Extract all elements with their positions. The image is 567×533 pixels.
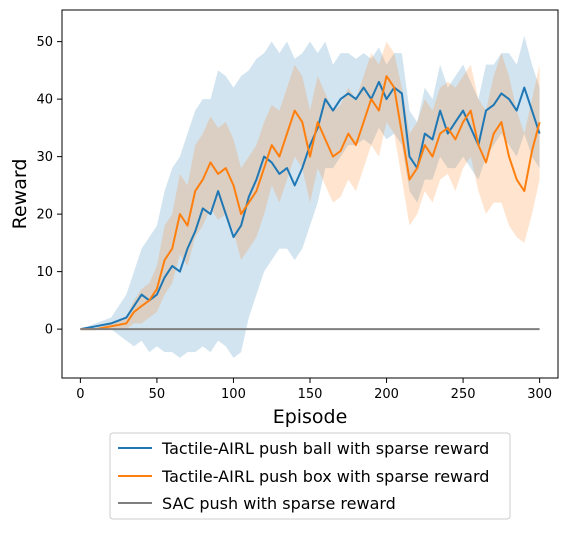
legend-label-ball: Tactile-AIRL push ball with sparse rewar… bbox=[161, 439, 489, 458]
series-lines bbox=[80, 75, 541, 331]
legend-box bbox=[109, 432, 511, 520]
x-axis-label: Episode bbox=[273, 406, 348, 428]
series-band-1 bbox=[80, 41, 540, 330]
y-axis-ticks: 0 10 20 30 40 50 bbox=[36, 35, 62, 338]
x-tick-label: 100 bbox=[221, 387, 246, 402]
legend-label-box: Tactile-AIRL push box with sparse reward bbox=[161, 467, 489, 486]
y-tick-label: 20 bbox=[36, 208, 53, 223]
x-tick-label: 300 bbox=[527, 387, 552, 402]
x-tick-label: 50 bbox=[149, 387, 166, 402]
confidence-bands bbox=[80, 35, 540, 358]
y-tick-label: 0 bbox=[45, 323, 53, 338]
x-tick-label: 150 bbox=[298, 387, 323, 402]
x-tick-label: 200 bbox=[374, 387, 399, 402]
legend-label-sac: SAC push with sparse reward bbox=[162, 494, 396, 513]
x-tick-label: 0 bbox=[76, 387, 84, 402]
series-line-0 bbox=[80, 80, 541, 331]
y-tick-label: 50 bbox=[36, 35, 53, 50]
y-tick-label: 30 bbox=[36, 150, 53, 165]
legend: Tactile-AIRL push ball with sparse rewar… bbox=[109, 432, 511, 520]
series-band-0 bbox=[80, 35, 540, 358]
x-tick-label: 250 bbox=[451, 387, 476, 402]
y-axis-label: Reward bbox=[9, 159, 31, 230]
series-line-1 bbox=[80, 75, 541, 331]
y-tick-label: 10 bbox=[36, 265, 53, 280]
y-tick-label: 40 bbox=[36, 93, 53, 108]
x-axis-ticks: 0 50 100 150 200 250 300 bbox=[76, 378, 552, 402]
